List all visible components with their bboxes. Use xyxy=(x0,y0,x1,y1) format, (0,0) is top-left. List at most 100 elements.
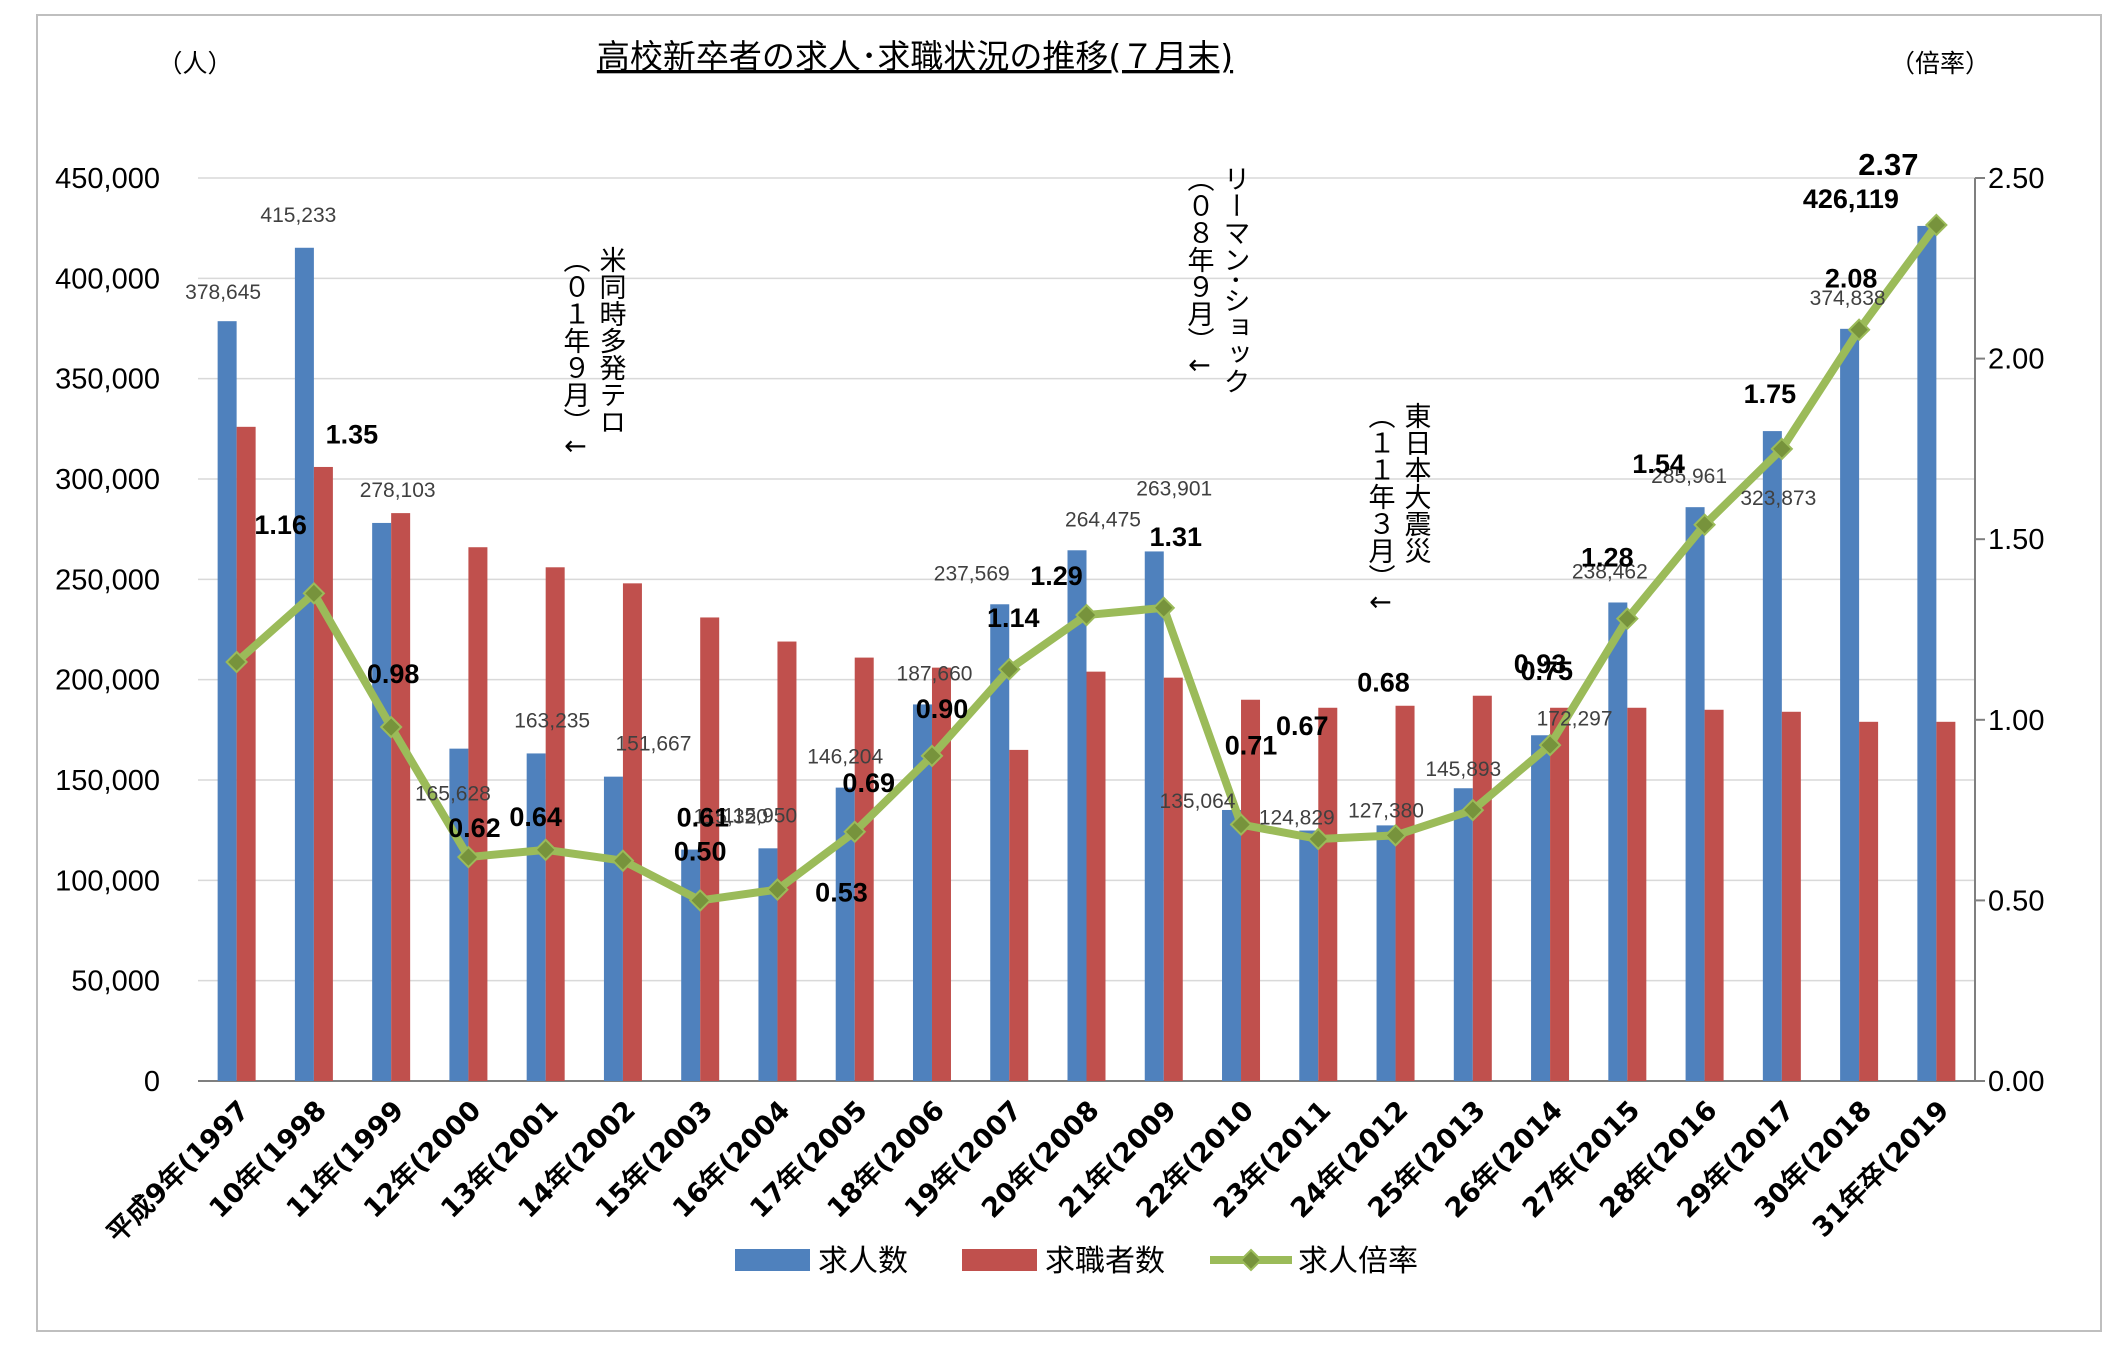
job-seekers-bar xyxy=(777,641,797,1081)
job-offers-value-label: 172,297 xyxy=(1537,707,1613,730)
annotation-line: 米同時多発テロ xyxy=(595,246,627,435)
job-offers-value-label: 415,233 xyxy=(260,204,336,227)
ratio-marker xyxy=(997,657,1021,681)
job-offers-value-label: 374,838 xyxy=(1810,287,1886,310)
ratio-marker xyxy=(1229,813,1253,836)
ratio-value-label: 1.29 xyxy=(1030,561,1083,591)
job-offers-value-label: 264,475 xyxy=(1065,508,1141,531)
right-tick-label: 2.00 xyxy=(1988,344,2044,376)
job-seekers-bar xyxy=(1395,705,1415,1081)
job-seekers-bar xyxy=(1086,671,1106,1081)
right-tick-label: 0.50 xyxy=(1988,885,2044,917)
ratio-value-label: 0.90 xyxy=(916,694,969,724)
legend: 求人数 求職者数 求人倍率 xyxy=(735,1244,1418,1279)
job-offers-value-label: 238,462 xyxy=(1572,560,1648,583)
job-offers-bar xyxy=(294,247,314,1082)
ratio-marker xyxy=(611,849,635,873)
ratio-value-label: 0.98 xyxy=(367,659,420,689)
ratio-marker xyxy=(225,650,249,674)
bar-series xyxy=(217,225,1956,1082)
ratio-line-series xyxy=(225,213,1948,912)
ratio-value-label: 1.35 xyxy=(326,419,379,449)
ratio-value-label: 1.16 xyxy=(254,510,307,540)
job-offers-bar xyxy=(1067,550,1087,1081)
ratio-marker xyxy=(1924,213,1948,237)
job-offers-value-label: 115,950 xyxy=(723,804,797,827)
job-offers-value-label: 151,667 xyxy=(615,733,691,756)
ratio-value-label: 1.31 xyxy=(1149,522,1202,552)
ratio-value-labels: 1.16 1.35 0.98 0.62 0.64 0.610.50 0.53 0.69 0.90… xyxy=(254,147,1918,908)
category-label: 平成9年(1997 xyxy=(101,1094,256,1249)
ratio-marker xyxy=(766,878,789,901)
annotation-line: （０１年９月）↓ xyxy=(559,246,591,458)
left-axis-unit: （人） xyxy=(157,49,232,78)
bar-value-labels: 378,645 415,233 278,103 165,628 163,235 151,6… xyxy=(185,184,1899,830)
job-offers-bar xyxy=(1608,602,1628,1081)
job-offers-value-label: 115,320 xyxy=(694,806,768,829)
job-offers-value-label: 165,628 xyxy=(415,783,491,806)
ratio-marker xyxy=(1770,437,1794,461)
event-annotation: 米同時多発テロ（０１年９月）↓ xyxy=(559,246,627,458)
category-labels: 平成9年(199710年(199811年(199912年(200013年(200… xyxy=(101,1094,1956,1249)
ratio-marker xyxy=(302,581,326,605)
event-annotation: 東日本大震災（１１年３月）↓ xyxy=(1364,402,1432,614)
annotation-line: （１１年３月）↓ xyxy=(1364,402,1396,614)
job-offers-bar xyxy=(1762,431,1782,1081)
event-annotation: リーマン･ショック（０８年９月）↓ xyxy=(1183,165,1250,395)
job-offers-value-label: 237,569 xyxy=(934,562,1010,585)
category-label: 31年卒(2019 xyxy=(1806,1094,1955,1243)
legend-label-ratio: 求人倍率 xyxy=(1298,1244,1418,1279)
ratio-marker xyxy=(1152,596,1176,620)
job-seekers-bar xyxy=(1550,707,1570,1081)
job-seekers-bar xyxy=(1472,695,1492,1081)
job-seekers-bar xyxy=(391,513,411,1081)
right-tick-label: 1.50 xyxy=(1988,524,2044,556)
legend-label-job-offers: 求人数 xyxy=(818,1244,908,1279)
job-seekers-bar xyxy=(700,617,720,1081)
left-tick-label: 250,000 xyxy=(55,564,160,596)
ratio-marker xyxy=(920,744,944,768)
ratio-marker xyxy=(1847,318,1871,342)
job-offers-bar xyxy=(1144,551,1164,1081)
annotation-line: 東日本大震災 xyxy=(1400,402,1432,564)
job-offers-value-label: 278,103 xyxy=(360,479,436,502)
job-offers-bar xyxy=(372,522,392,1081)
ratio-marker xyxy=(1075,603,1098,627)
left-tick-label: 200,000 xyxy=(55,665,160,697)
job-offers-bar xyxy=(1840,328,1860,1081)
job-offers-bar xyxy=(1222,809,1242,1081)
left-tick-label: 350,000 xyxy=(55,364,160,396)
right-tick-label: 2.50 xyxy=(1988,163,2044,195)
ratio-value-label: 1.75 xyxy=(1744,379,1797,409)
job-offers-value-label: 426,119 xyxy=(1803,184,1899,214)
right-tick-label: 0.00 xyxy=(1988,1066,2044,1098)
job-offers-value-label: 146,204 xyxy=(807,746,883,769)
job-offers-bar xyxy=(758,848,778,1081)
ratio-value-label: 0.93 xyxy=(1514,649,1567,679)
left-tick-label: 100,000 xyxy=(55,865,160,897)
ratio-value-label: 1.54 xyxy=(1632,449,1685,479)
job-seekers-bar xyxy=(854,657,874,1081)
job-offers-bar xyxy=(681,849,701,1081)
annotation-line: リーマン･ショック xyxy=(1219,165,1250,395)
ratio-marker xyxy=(688,888,712,912)
job-seekers-bar xyxy=(468,547,488,1081)
job-offers-bar xyxy=(1917,225,1937,1081)
ratio-value-label: 0.75 xyxy=(1521,656,1574,686)
job-seekers-bar xyxy=(1627,707,1647,1081)
ratio-value-label: 0.68 xyxy=(1357,667,1410,697)
ratio-marker xyxy=(534,838,558,862)
job-offers-bar xyxy=(835,787,855,1081)
job-seekers-bar xyxy=(1704,709,1724,1081)
left-tick-label: 150,000 xyxy=(55,765,160,797)
job-seekers-bar xyxy=(1318,707,1338,1081)
job-seekers-bar xyxy=(1781,711,1801,1081)
left-axis-ticks: 0 50,000 100,000 150,000 200,000 250,000 300,0… xyxy=(55,163,160,1098)
event-annotations: 米同時多発テロ（０１年９月）↓ リーマン･ショック（０８年９月）↓ 東日本大震災（１… xyxy=(559,165,1432,614)
ratio-value-label: 0.53 xyxy=(815,878,868,908)
job-offers-value-label: 127,380 xyxy=(1348,799,1424,822)
job-offers-bar xyxy=(1299,830,1319,1081)
job-seekers-bar xyxy=(1009,749,1029,1081)
job-offers-bar xyxy=(526,753,546,1081)
legend-label-job-seekers: 求職者数 xyxy=(1045,1244,1165,1279)
